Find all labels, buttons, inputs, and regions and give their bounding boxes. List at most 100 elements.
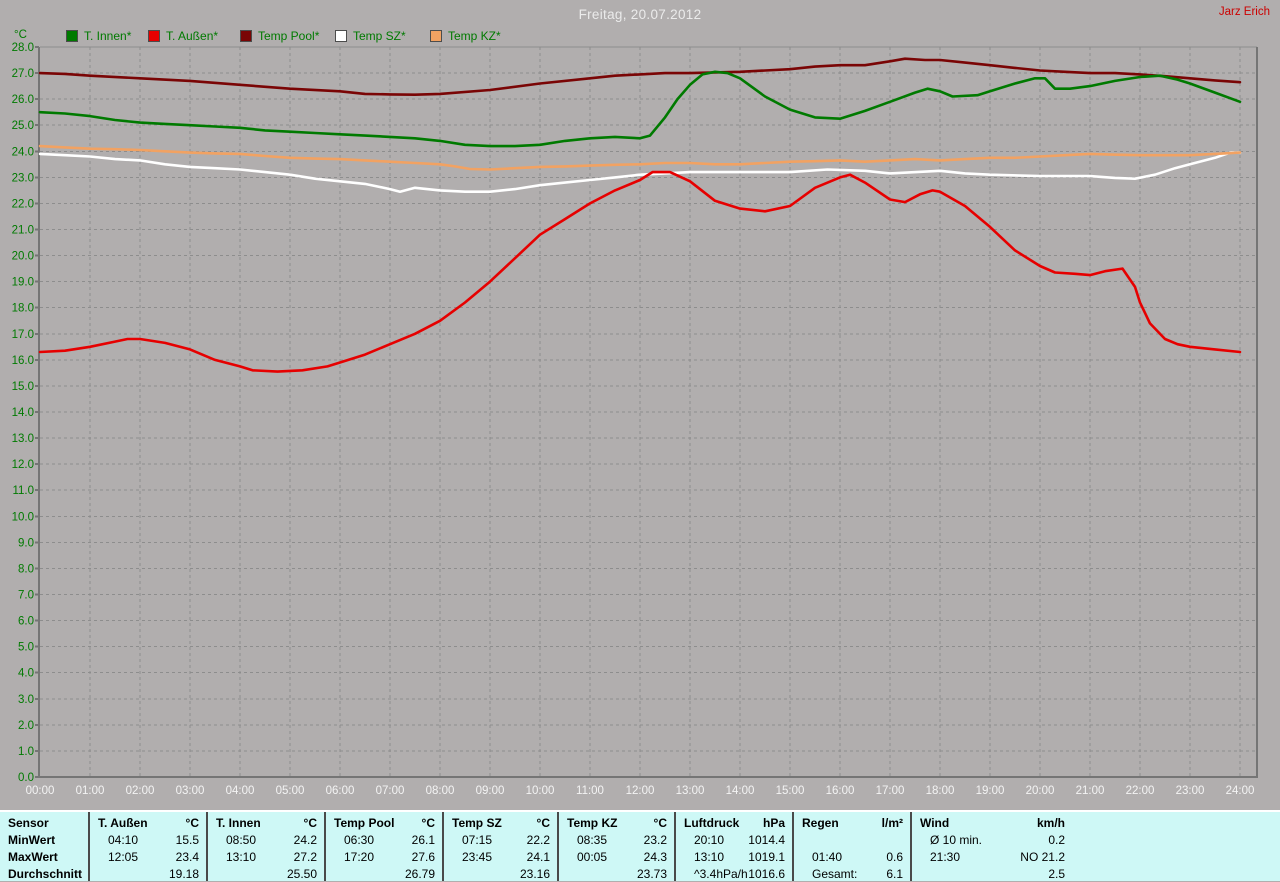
max-value: 24.1 — [526, 849, 550, 864]
min-time: 08:35 — [577, 832, 608, 847]
table-row: 07:15 22.2 — [444, 831, 557, 848]
min-time: 08:50 — [226, 832, 257, 847]
table-row: ^3.4hPa/h 1016.6 — [676, 865, 792, 882]
min-value: 22.2 — [526, 832, 550, 847]
x-tick-label: 18:00 — [926, 785, 955, 797]
row-label-text: MaxWert — [8, 849, 58, 864]
x-tick-label: 23:00 — [1176, 785, 1205, 797]
x-tick-label: 04:00 — [226, 785, 255, 797]
x-tick-label: 19:00 — [976, 785, 1005, 797]
x-tick-label: 13:00 — [676, 785, 705, 797]
y-tick-label: 8.0 — [18, 563, 34, 575]
avg-label: ^3.4hPa/h — [694, 866, 748, 881]
y-tick-label: 23.0 — [12, 172, 34, 184]
x-tick-label: 07:00 — [376, 785, 405, 797]
legend-label: Temp Pool* — [258, 29, 320, 43]
table-row: Wind km/h — [912, 814, 1072, 831]
user-name-label: Jarz Erich — [1218, 6, 1270, 18]
min-time: 06:30 — [344, 832, 375, 847]
sensor-name: T. Innen — [216, 815, 261, 830]
legend-swatch-icon — [240, 30, 252, 42]
table-row: 01:40 0.6 — [794, 848, 910, 865]
x-tick-label: 00:00 — [26, 785, 55, 797]
max-time: 13:10 — [694, 849, 725, 864]
gridlines — [40, 47, 1257, 777]
sensor-unit: °C — [536, 815, 550, 830]
table-row: 06:30 26.1 — [326, 831, 442, 848]
legend-label: Temp KZ* — [448, 29, 501, 43]
x-tick-label: 24:00 — [1226, 785, 1255, 797]
series-line-temp-sz — [38, 151, 1242, 193]
x-tick-label: 08:00 — [426, 785, 455, 797]
table-row: Temp Pool °C — [326, 814, 442, 831]
max-value: 1019.1 — [748, 849, 785, 864]
avg-value: 23.16 — [519, 866, 550, 881]
y-tick-label: 1.0 — [18, 746, 34, 758]
series-line-temp-pool — [38, 57, 1242, 96]
table-row: 19.18 — [90, 865, 206, 882]
y-tick-label: 25.0 — [12, 120, 34, 132]
max-time: 13:10 — [226, 849, 257, 864]
avg-value: 19.18 — [168, 866, 199, 881]
table-group-temp-sz: Temp SZ °C 07:15 22.2 23:45 24.1 23.16 — [442, 812, 557, 881]
sensor-name: Temp KZ — [567, 815, 618, 830]
x-axis-tick-labels: 00:00 01:00 02:00 03:00 04:00 05:00 06:00 07:00… — [26, 785, 1255, 797]
x-tick-label: 14:00 — [726, 785, 755, 797]
sensor-unit: hPa — [762, 815, 785, 830]
table-row-label: Sensor — [0, 814, 88, 831]
max-time: 00:05 — [577, 849, 608, 864]
max-value: 27.2 — [293, 849, 317, 864]
x-tick-label: 11:00 — [576, 785, 604, 797]
table-row: Temp KZ °C — [559, 814, 674, 831]
table-row: 00:05 24.3 — [559, 848, 674, 865]
x-tick-label: 15:00 — [776, 785, 805, 797]
x-tick-label: 21:00 — [1076, 785, 1105, 797]
sensor-name: T. Außen — [98, 815, 148, 830]
table-row: 12:05 23.4 — [90, 848, 206, 865]
sensor-unit: °C — [185, 815, 199, 830]
avg-value: 23.73 — [636, 866, 667, 881]
table-row-label-column: Sensor MinWert MaxWert Durchschnitt — [0, 812, 88, 881]
legend-label: Temp SZ* — [353, 29, 406, 43]
table-row: Luftdruck hPa — [676, 814, 792, 831]
chart-canvas: 0.0 1.0 2.0 3.0 4.0 5.0 6.0 7.0 8.0 9.0 10.0 11.0 12… — [12, 42, 1258, 797]
x-tick-label: 22:00 — [1126, 785, 1155, 797]
x-tick-label: 03:00 — [176, 785, 205, 797]
max-value: 0.6 — [886, 849, 903, 864]
sensor-name: Temp SZ — [452, 815, 502, 830]
table-row: Regen l/m² — [794, 814, 910, 831]
series-line-t-au-en — [38, 170, 1242, 373]
table-row: Temp SZ °C — [444, 814, 557, 831]
table-row: T. Außen °C — [90, 814, 206, 831]
y-tick-label: 12.0 — [12, 459, 34, 471]
table-row: 04:10 15.5 — [90, 831, 206, 848]
min-value: 1014.4 — [748, 832, 785, 847]
min-time: 04:10 — [108, 832, 139, 847]
table-row: 23.16 — [444, 865, 557, 882]
max-time: 23:45 — [462, 849, 493, 864]
legend-swatch-icon — [430, 30, 442, 42]
max-time: 01:40 — [812, 849, 843, 864]
legend-item-temp-kz: Temp KZ* — [430, 29, 501, 43]
avg-value: 2.5 — [1048, 866, 1065, 881]
table-group-t-au-en: T. Außen °C 04:10 15.5 12:05 23.4 19.18 — [88, 812, 206, 881]
table-row: 23:45 24.1 — [444, 848, 557, 865]
table-row: 13:10 1019.1 — [676, 848, 792, 865]
legend-swatch-icon — [148, 30, 160, 42]
min-time: 20:10 — [694, 832, 725, 847]
min-value: 15.5 — [175, 832, 199, 847]
table-row-label: Durchschnitt — [0, 865, 88, 882]
legend-item-t-au-en: T. Außen* — [148, 29, 218, 43]
sensor-name: Luftdruck — [684, 815, 740, 830]
y-tick-label: 22.0 — [12, 198, 34, 210]
sensor-name: Temp Pool — [334, 815, 395, 830]
y-tick-label: 14.0 — [12, 407, 34, 419]
table-row: Ø 10 min. 0.2 — [912, 831, 1072, 848]
y-tick-label: 4.0 — [18, 668, 34, 680]
table-row: 23.73 — [559, 865, 674, 882]
min-value: 26.1 — [411, 832, 435, 847]
y-tick-label: 19.0 — [12, 277, 34, 289]
x-tick-label: 09:00 — [476, 785, 505, 797]
y-tick-label: 28.0 — [12, 42, 34, 54]
